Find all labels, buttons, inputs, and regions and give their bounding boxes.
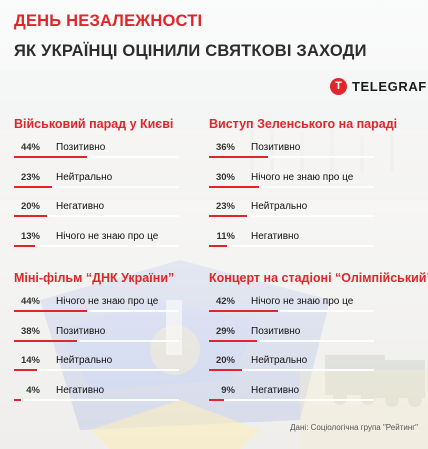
bar <box>14 185 52 188</box>
chart-dna-film: Міні-фільм “ДНК України” 44% Нічого не зн… <box>14 271 220 412</box>
chart-title: Концерт на стадіоні “Олімпійський” <box>209 271 428 285</box>
bar-category-label: Позитивно <box>251 142 301 153</box>
chart-military-parade: Військовий парад у Києві 44% Позитивно 23%… <box>14 117 220 258</box>
bar-row: 11% Негативно <box>209 229 415 259</box>
chart-title: Міні-фільм “ДНК України” <box>14 271 175 285</box>
bar-value-label: 11% <box>216 230 236 242</box>
bar-track <box>14 156 179 158</box>
bar-track <box>14 244 179 247</box>
telegraf-logo: T TELEGRAF <box>330 78 427 95</box>
bar <box>14 398 21 401</box>
bar-value-label: 23% <box>215 201 235 212</box>
bar-value-label: 29% <box>215 325 235 337</box>
bar-track <box>209 215 374 217</box>
bar-row: 42% Нічого не знаю про це <box>209 294 415 324</box>
page-subtitle: ЯК УКРАЇНЦІ ОЦІНИЛИ СВЯТКОВІ ЗАХОДИ <box>14 42 367 60</box>
bar-category-label: Позитивно <box>56 325 106 337</box>
telegraf-logo-icon: T <box>330 78 347 95</box>
bar-row: 29% Позитивно <box>209 324 415 354</box>
bar-track <box>209 369 374 371</box>
bar-row: 44% Позитивно <box>14 140 220 170</box>
chart-olympic-concert: Концерт на стадіоні “Олімпійський” 42% Ні… <box>209 271 428 413</box>
bar <box>209 185 259 188</box>
bar-value-label: 42% <box>215 296 235 307</box>
chart-zelensky-speech: Виступ Зеленського на параді 36% Позитивн… <box>209 117 415 258</box>
bar <box>14 310 87 312</box>
bar <box>14 156 87 158</box>
bar-value-label: 9% <box>221 384 235 396</box>
bar-value-label: 20% <box>20 201 40 212</box>
bar-row: 44% Нічого не знаю про це <box>14 294 220 324</box>
bar <box>14 215 47 217</box>
bar <box>14 369 38 371</box>
chart-title: Військовий парад у Києві <box>14 117 174 131</box>
bar-track <box>209 244 374 247</box>
bar-track <box>14 369 179 371</box>
bar-value-label: 36% <box>215 142 235 153</box>
bar-track <box>14 185 179 188</box>
bar-value-label: 4% <box>26 384 40 396</box>
bar-category-label: Нейтрально <box>56 355 113 366</box>
bar-row: 38% Позитивно <box>14 324 220 354</box>
bar-category-label: Позитивно <box>56 142 106 153</box>
bar-category-label: Нічого не знаю про це <box>251 296 354 307</box>
chart-title: Виступ Зеленського на параді <box>209 117 398 131</box>
bar-value-label: 13% <box>20 230 40 242</box>
bar-row: 30% Нічого не знаю про це <box>209 170 415 200</box>
bar <box>14 244 36 247</box>
bar-category-label: Нейтрально <box>251 201 308 212</box>
bar-row: 9% Негативно <box>209 383 415 413</box>
bar-row: 20% Нейтрально <box>209 353 415 383</box>
bar-category-label: Нейтрально <box>251 355 308 366</box>
bar-row: 13% Нічого не знаю про це <box>14 229 220 259</box>
bar-row: 36% Позитивно <box>209 140 415 170</box>
bar-row: 20% Негативно <box>14 199 220 229</box>
bar-value-label: 30% <box>215 171 235 183</box>
data-source-note: Дані: Соціологічна група "Рейтинг" <box>290 423 418 432</box>
bar <box>209 156 269 158</box>
bar-track <box>209 185 374 188</box>
bar <box>209 310 279 312</box>
bar <box>209 244 228 247</box>
bar-category-label: Негативно <box>251 384 300 396</box>
bar-category-label: Позитивно <box>251 325 301 337</box>
bar-track <box>14 398 179 401</box>
bar-value-label: 14% <box>20 355 40 366</box>
bar <box>14 339 77 342</box>
bar-track <box>209 398 374 401</box>
bar-category-label: Нічого не знаю про це <box>56 230 159 242</box>
bar <box>209 215 247 217</box>
bar-category-label: Негативно <box>56 201 105 212</box>
bar <box>209 339 257 342</box>
bar-value-label: 44% <box>20 296 40 307</box>
bar-value-label: 44% <box>20 142 40 153</box>
bar-track <box>209 156 374 158</box>
bar-category-label: Нічого не знаю про це <box>56 296 159 307</box>
bar-track <box>14 310 179 312</box>
bar-track <box>209 310 374 312</box>
bar-track <box>209 339 374 342</box>
bar-category-label: Нічого не знаю про це <box>251 171 354 183</box>
bar-row: 23% Нейтрально <box>14 170 220 200</box>
bar-track <box>14 215 179 217</box>
bar-value-label: 23% <box>20 171 40 183</box>
bar-value-label: 20% <box>215 355 235 366</box>
bar-row: 14% Нейтрально <box>14 353 220 383</box>
bar-row: 23% Нейтрально <box>209 199 415 229</box>
bar-value-label: 38% <box>20 325 40 337</box>
bar-category-label: Негативно <box>251 230 300 242</box>
bar <box>209 398 224 401</box>
telegraf-logo-text: TELEGRAF <box>352 79 427 94</box>
bar-row: 4% Негативно <box>14 383 220 413</box>
bar-category-label: Нейтрально <box>56 171 113 183</box>
bar <box>209 369 242 371</box>
bar-category-label: Негативно <box>56 384 105 396</box>
bar-track <box>14 339 179 342</box>
page-title: ДЕНЬ НЕЗАЛЕЖНОСТІ <box>14 12 203 30</box>
